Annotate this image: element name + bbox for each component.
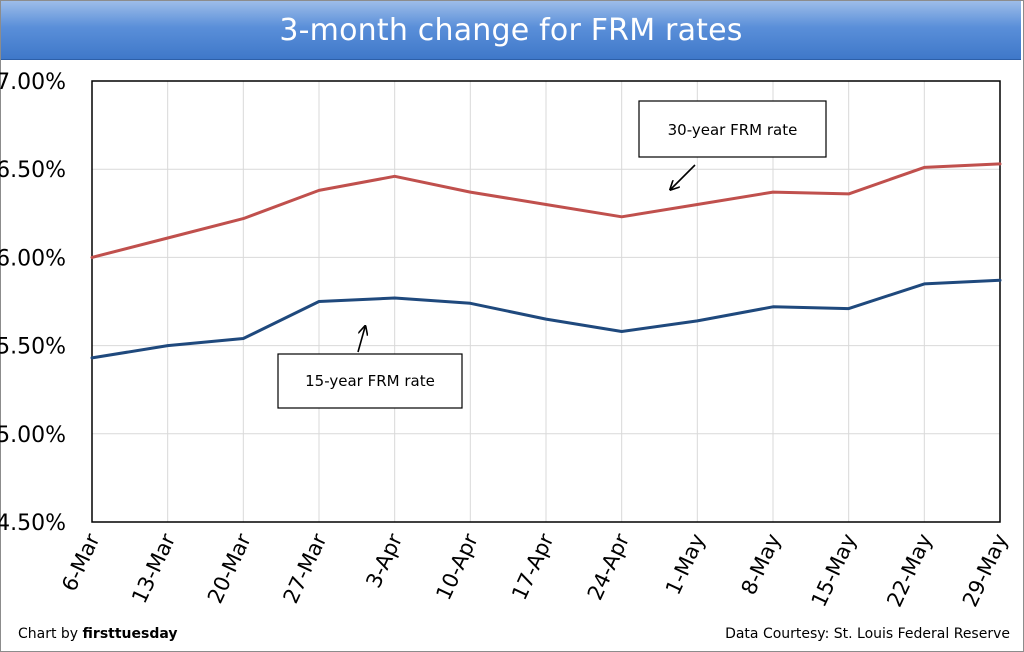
annotation-label-30yr: 30-year FRM rate xyxy=(668,121,798,139)
y-tick-label: 6.50% xyxy=(0,158,66,183)
data-point xyxy=(847,307,850,310)
data-point xyxy=(469,302,472,305)
x-tick-label: 29-May xyxy=(958,530,1013,611)
x-tick-label: 10-Apr xyxy=(431,530,483,604)
y-axis: 4.50% 5.00% 5.50% 6.00% 6.50% 7.00% xyxy=(0,70,66,536)
x-tick-label: 1-May xyxy=(661,530,710,598)
data-point xyxy=(317,189,321,192)
data-point xyxy=(771,305,775,308)
data-point xyxy=(544,317,548,321)
x-tick-label: 22-May xyxy=(882,530,937,611)
credit-prefix: Chart by xyxy=(18,626,83,642)
data-point xyxy=(847,192,850,196)
data-point xyxy=(923,282,926,286)
x-tick-label: 17-Apr xyxy=(507,530,559,604)
y-tick-label: 5.50% xyxy=(0,335,66,360)
annotation-box-15yr xyxy=(277,353,463,409)
data-point xyxy=(317,300,321,303)
annotations: 30-year FRM rate 15-year FRM rate xyxy=(277,100,827,409)
credit-brand: firsttuesday xyxy=(82,626,178,642)
annotation-arrow-15yr xyxy=(357,327,365,353)
x-tick-label: 27-Mar xyxy=(279,530,332,607)
x-tick-label: 15-May xyxy=(807,530,862,611)
x-tick-label: 13-Mar xyxy=(127,530,180,607)
data-point xyxy=(242,217,245,220)
data-point xyxy=(90,356,94,360)
data-point xyxy=(998,162,1002,166)
chart-title: 3-month change for FRM rates xyxy=(279,12,743,48)
annotation-arrow-30yr xyxy=(671,164,696,189)
x-tick-label: 20-Mar xyxy=(203,530,256,607)
title-bar: 3-month change for FRM rates xyxy=(1,1,1021,60)
y-tick-label: 7.00% xyxy=(0,70,66,95)
x-axis: 6-Mar 13-Mar 20-Mar 27-Mar 3-Apr 10-Apr 17-Apr… xyxy=(57,530,1012,611)
data-point xyxy=(696,319,699,323)
data-point xyxy=(166,344,169,347)
data-point xyxy=(166,236,169,240)
plot-area xyxy=(91,80,1001,523)
data-source: Data Courtesy: St. Louis Federal Reserve xyxy=(725,626,1010,642)
x-tick-label: 6-Mar xyxy=(57,530,104,595)
y-tick-label: 4.50% xyxy=(0,511,66,536)
data-point xyxy=(771,190,775,194)
data-point xyxy=(696,203,699,206)
x-tick-label: 3-Apr xyxy=(361,530,407,592)
data-point xyxy=(620,215,623,219)
data-point xyxy=(469,190,472,194)
x-tick-label: 24-Apr xyxy=(583,530,635,604)
data-point xyxy=(393,296,396,300)
grid-lines xyxy=(91,80,1001,523)
annotation-box-30yr xyxy=(638,100,827,158)
series-lines xyxy=(90,162,1002,360)
data-point xyxy=(90,256,94,259)
data-point xyxy=(923,166,926,169)
x-tick-label: 8-May xyxy=(737,530,786,598)
y-tick-label: 5.00% xyxy=(0,423,66,448)
data-point xyxy=(998,279,1002,282)
data-point xyxy=(242,337,245,340)
chart-credit: Chart by firsttuesday xyxy=(18,626,178,642)
data-point xyxy=(544,203,548,206)
y-tick-label: 6.00% xyxy=(0,246,66,271)
data-point xyxy=(393,175,396,178)
data-point xyxy=(620,330,623,333)
annotation-label-15yr: 15-year FRM rate xyxy=(305,372,435,390)
